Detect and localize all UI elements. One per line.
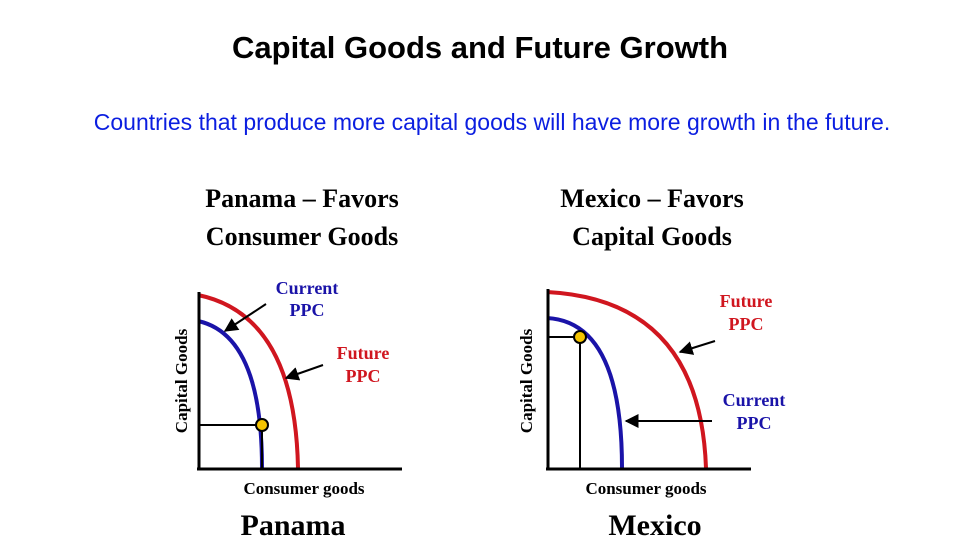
panama-heading-line1: Panama – Favors <box>205 184 399 213</box>
panama-current-ppc-label-line2: PPC <box>290 300 325 320</box>
mexico-future-ppc-label-line2: PPC <box>729 314 764 334</box>
mexico-x-axis-label: Consumer goods <box>585 479 706 498</box>
mexico-current-ppc-label-line2: PPC <box>737 413 772 433</box>
panama-production-point <box>255 418 269 432</box>
mexico-y-axis-label: Capital Goods <box>517 328 536 433</box>
mexico-heading-line2: Capital Goods <box>572 222 732 251</box>
panama-future-ppc-curve <box>197 293 300 469</box>
slide-subtitle: Countries that produce more capital good… <box>93 109 891 135</box>
panama-heading-line2: Consumer Goods <box>206 222 398 251</box>
mexico-country-label: Mexico <box>608 509 701 540</box>
mexico-current-ppc-label-line1: Current <box>723 390 786 410</box>
panama-current-ppc-arrow <box>223 303 267 332</box>
mexico-future-ppc-curve <box>546 290 708 469</box>
panama-future-ppc-label-line2: PPC <box>346 366 381 386</box>
mexico-current-ppc-curve <box>546 316 624 469</box>
mexico-future-ppc-arrow <box>678 340 716 355</box>
panama-current-ppc-curve <box>197 319 264 469</box>
mexico-panel: Mexico – Favors Capital Goods Capital Go… <box>517 184 785 540</box>
panama-panel: Panama – Favors Consumer Goods Capital G… <box>172 184 402 540</box>
panama-current-ppc-label-line1: Current <box>276 278 339 298</box>
mexico-production-point <box>573 330 587 344</box>
panama-x-axis-label: Consumer goods <box>243 479 364 498</box>
mexico-heading-line1: Mexico – Favors <box>560 184 743 213</box>
panama-y-axis-label: Capital Goods <box>172 328 191 433</box>
mexico-future-ppc-label-line1: Future <box>720 291 773 311</box>
panama-future-ppc-label-line1: Future <box>337 343 390 363</box>
panama-country-label: Panama <box>241 509 346 540</box>
panama-future-ppc-arrow <box>284 364 324 381</box>
slide-title: Capital Goods and Future Growth <box>232 30 728 65</box>
